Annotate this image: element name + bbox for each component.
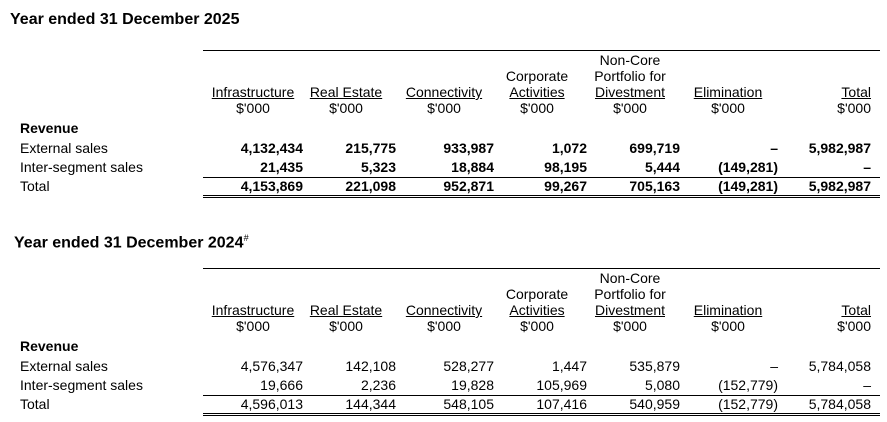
cell-value: 98,195 (544, 159, 587, 175)
cell-value: 105,969 (536, 377, 587, 393)
column-header: Activities (509, 84, 565, 100)
cell-value: 2,236 (360, 377, 396, 393)
cell-value: (149,281) (718, 178, 778, 194)
group-label: Revenue (20, 338, 79, 354)
cell-value: (152,779) (718, 396, 778, 412)
cell-value: 107,416 (536, 396, 587, 412)
rule (203, 268, 880, 269)
cell-value: 1,447 (551, 358, 587, 374)
title-text: Year ended 31 December 2025 (10, 11, 240, 28)
column-unit: $'000 (711, 318, 745, 334)
column-header: Divestment (594, 302, 666, 318)
cell-value: 4,153,869 (240, 178, 303, 194)
column-header: Portfolio for (594, 286, 666, 302)
column-header: Real Estate (309, 84, 383, 100)
column-header: Non-Core (599, 52, 661, 68)
cell-value: 5,784,058 (808, 396, 871, 412)
row-label: External sales (20, 358, 108, 374)
cell-value: (152,779) (718, 377, 778, 393)
column-unit: $'000 (520, 318, 554, 334)
cell-value: 18,884 (451, 159, 494, 175)
rule (203, 197, 880, 198)
group-label: Revenue (20, 120, 79, 136)
column-header: Corporate (505, 286, 569, 302)
column-unit: $'000 (329, 318, 363, 334)
cell-value: – (863, 377, 871, 393)
column-unit: $'000 (837, 100, 871, 116)
rule (203, 50, 880, 51)
column-unit: $'000 (329, 100, 363, 116)
column-header: Real Estate (309, 302, 383, 318)
column-unit: $'000 (711, 100, 745, 116)
cell-value: 19,666 (260, 377, 303, 393)
cell-value: 5,784,058 (808, 358, 871, 374)
column-header: Connectivity (405, 84, 483, 100)
column-header: Divestment (594, 84, 666, 100)
cell-value: – (770, 358, 778, 374)
cell-value: (149,281) (718, 159, 778, 175)
cell-value: 5,080 (644, 377, 680, 393)
column-header: Portfolio for (594, 68, 666, 84)
column-header: Infrastructure (211, 302, 295, 318)
column-unit: $'000 (613, 100, 647, 116)
cell-value: 705,163 (629, 178, 680, 194)
column-unit: $'000 (427, 318, 461, 334)
column-unit: $'000 (236, 100, 270, 116)
cell-value: – (770, 140, 778, 156)
section-title: Year ended 31 December 2024# (14, 230, 249, 251)
cell-value: 1,072 (551, 140, 587, 156)
rule (203, 415, 880, 416)
section-title: Year ended 31 December 2025 (10, 12, 239, 28)
column-header: Elimination (693, 84, 763, 100)
cell-value: 4,596,013 (240, 396, 303, 412)
cell-value: 215,775 (345, 140, 396, 156)
cell-value: 144,344 (345, 396, 396, 412)
column-header: Infrastructure (211, 84, 295, 100)
title-text: Year ended 31 December 2024 (14, 234, 244, 252)
cell-value: 21,435 (260, 159, 303, 175)
cell-value: 4,576,347 (240, 358, 303, 374)
column-unit: $'000 (427, 100, 461, 116)
column-header: Connectivity (405, 302, 483, 318)
column-unit: $'000 (236, 318, 270, 334)
cell-value: 528,277 (443, 358, 494, 374)
cell-value: 5,982,987 (808, 140, 871, 156)
cell-value: 4,132,434 (240, 140, 303, 156)
row-label: Total (20, 396, 50, 412)
cell-value: 5,323 (360, 159, 396, 175)
row-label: Total (20, 178, 50, 194)
title-note: # (243, 233, 249, 243)
column-header: Corporate (505, 68, 569, 84)
cell-value: 535,879 (629, 358, 680, 374)
cell-value: 5,444 (644, 159, 680, 175)
column-header: Total (841, 84, 871, 100)
cell-value: 99,267 (544, 178, 587, 194)
rule (203, 177, 880, 178)
column-header: Activities (509, 302, 565, 318)
column-unit: $'000 (520, 100, 554, 116)
cell-value: – (863, 159, 871, 175)
row-label: Inter-segment sales (20, 377, 143, 393)
column-unit: $'000 (613, 318, 647, 334)
rule (203, 413, 880, 414)
rule (203, 195, 880, 196)
cell-value: 221,098 (345, 178, 396, 194)
column-header: Elimination (693, 302, 763, 318)
cell-value: 142,108 (345, 358, 396, 374)
column-header: Non-Core (599, 270, 661, 286)
cell-value: 5,982,987 (808, 178, 871, 194)
row-label: Inter-segment sales (20, 159, 143, 175)
cell-value: 952,871 (443, 178, 494, 194)
cell-value: 540,959 (629, 396, 680, 412)
cell-value: 19,828 (451, 377, 494, 393)
cell-value: 699,719 (629, 140, 680, 156)
row-label: External sales (20, 140, 108, 156)
rule (203, 395, 880, 396)
cell-value: 933,987 (443, 140, 494, 156)
column-header: Total (841, 302, 871, 318)
cell-value: 548,105 (443, 396, 494, 412)
column-unit: $'000 (837, 318, 871, 334)
